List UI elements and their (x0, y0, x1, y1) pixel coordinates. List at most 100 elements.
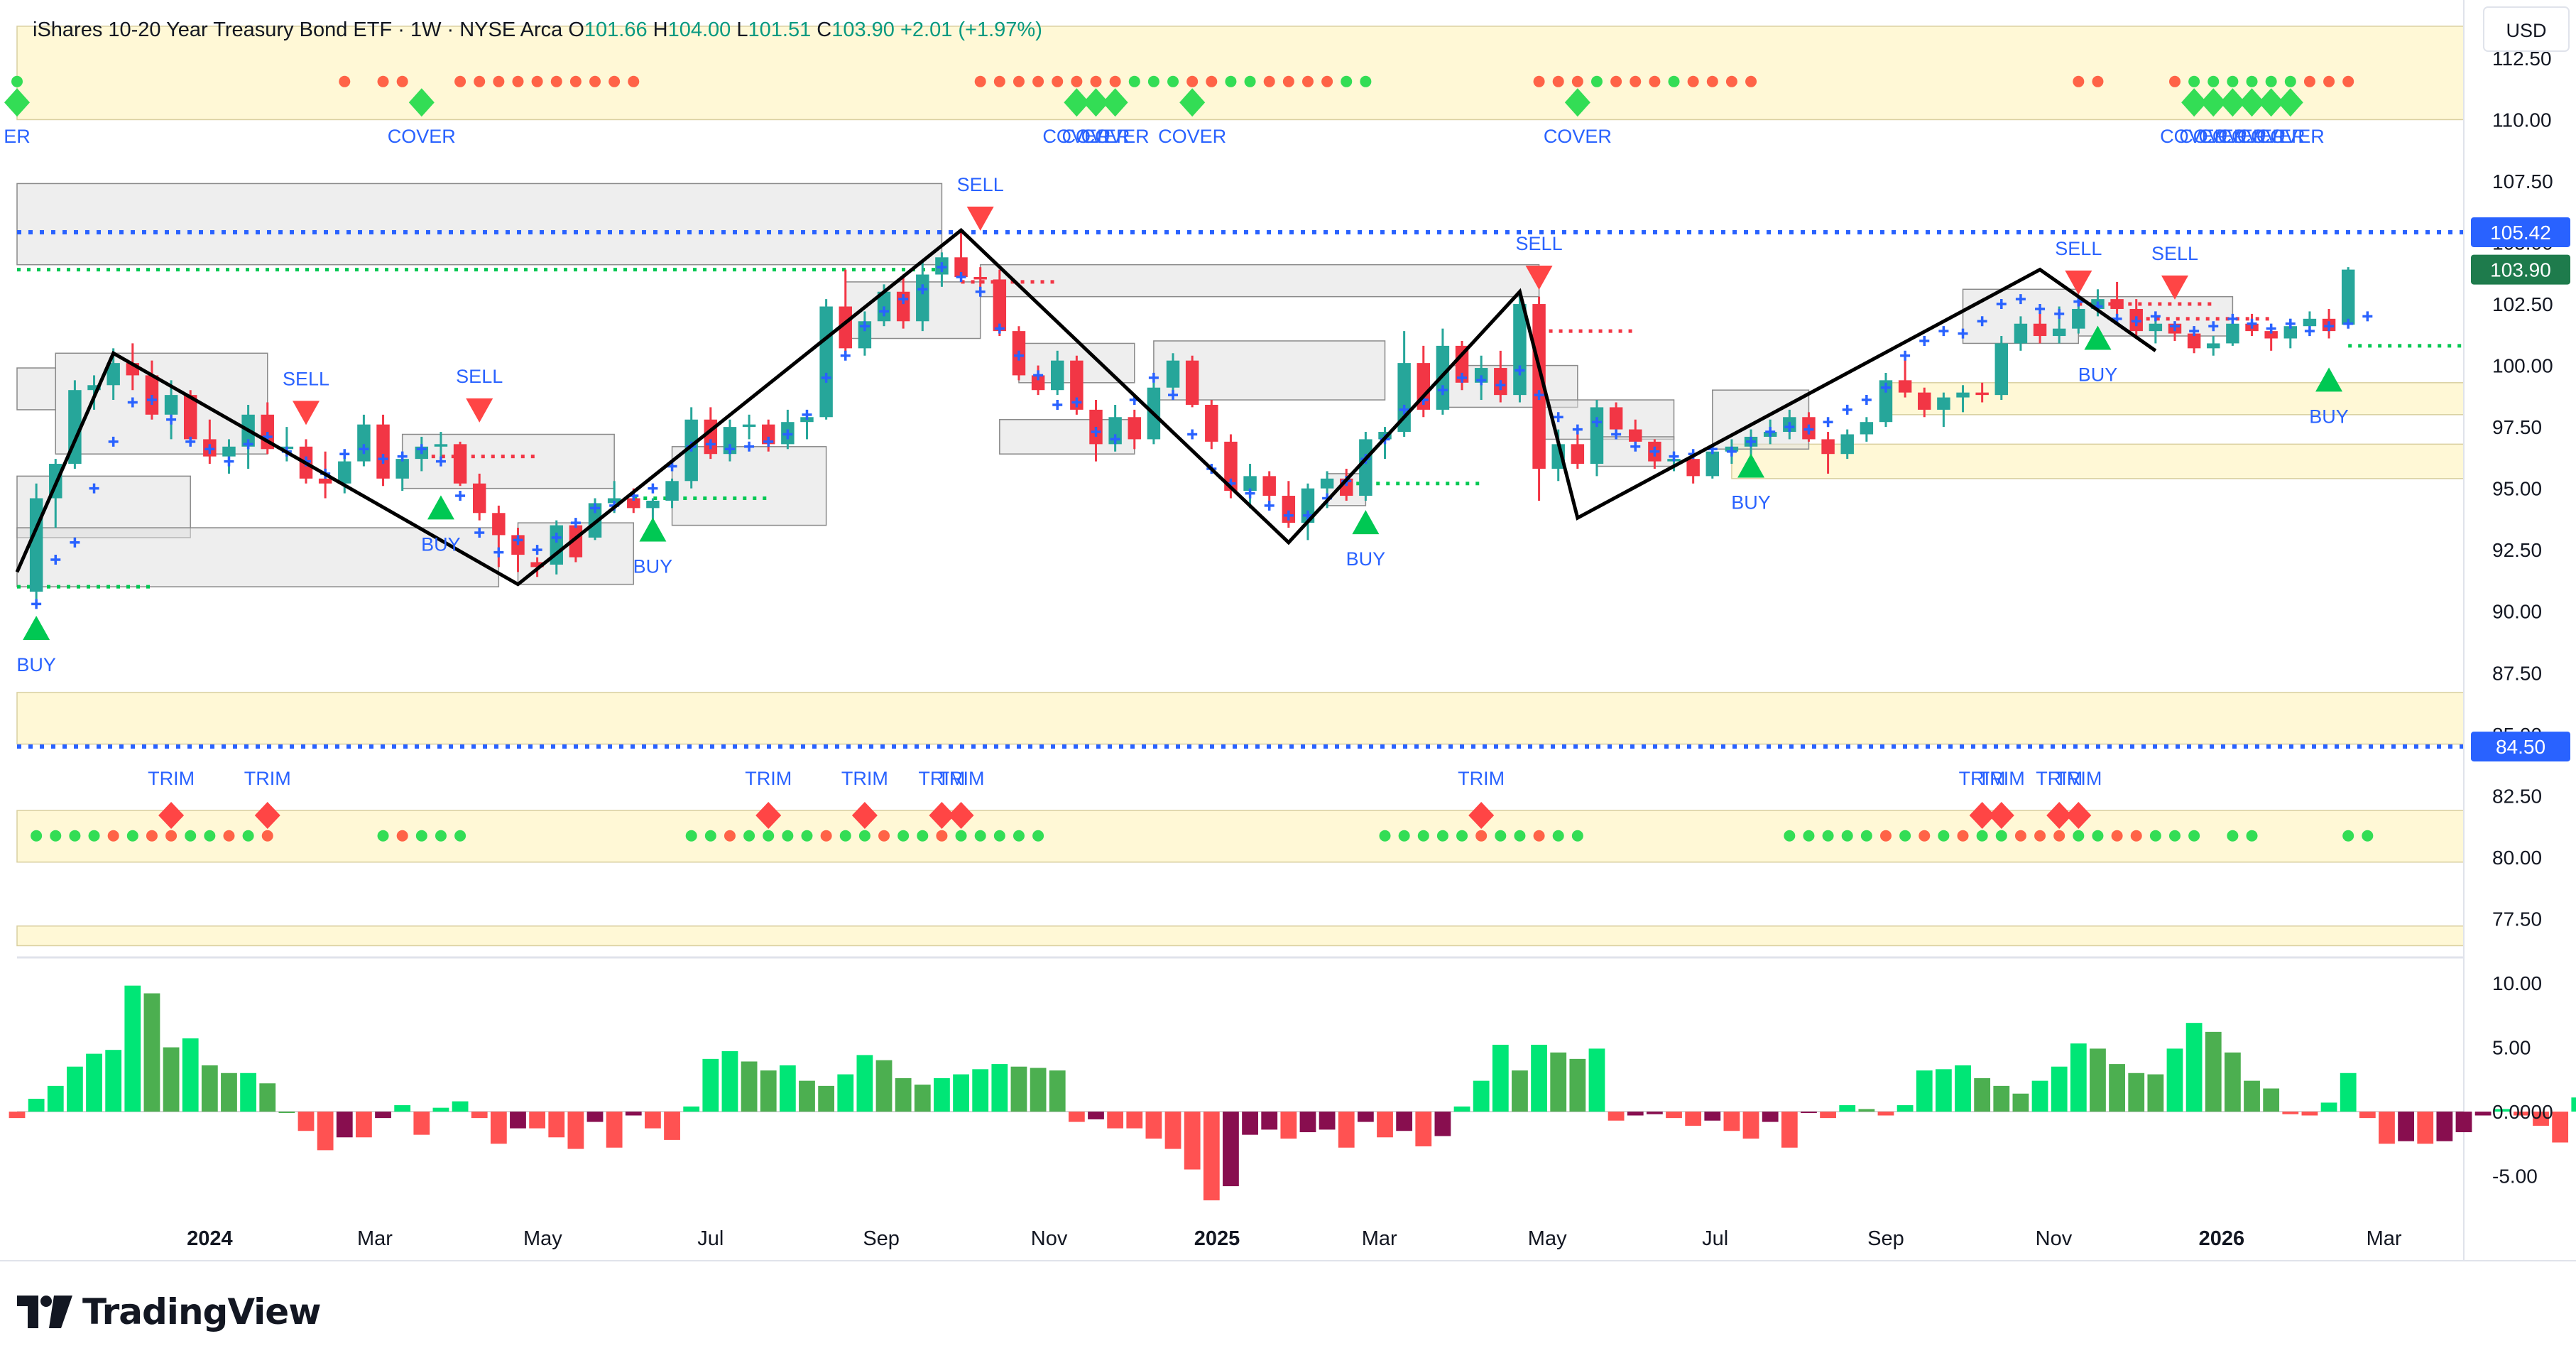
signal-dot (974, 830, 986, 842)
histogram-bar (2417, 1112, 2434, 1144)
candle-body (87, 385, 101, 391)
cover-label: COVER (2198, 126, 2266, 147)
signal-dot (1919, 830, 1931, 842)
support-zone (16, 925, 2465, 947)
cover-label: COVER (1544, 126, 1612, 147)
cover-label: COVER (1158, 126, 1226, 147)
signal-dot (704, 830, 716, 842)
candle (1205, 400, 1218, 450)
signal-dot (724, 830, 736, 842)
histogram-bar (163, 1047, 180, 1112)
histogram-bar (1742, 1112, 1759, 1139)
trend-cross-marker (1977, 316, 1987, 327)
candle (1417, 345, 1430, 418)
signal-dot (2168, 75, 2181, 87)
signal-dot (974, 75, 986, 87)
candle-body (1629, 429, 1642, 442)
trend-cross-marker (1900, 350, 1911, 361)
trend-cross-marker (917, 284, 928, 295)
range-box (16, 183, 943, 266)
trend-cross-marker (1803, 424, 1814, 435)
candle-body (1590, 407, 1604, 465)
header-part: iShares 10-20 Year Treasury Bond ETF · 1… (33, 18, 563, 41)
signal-dot (1957, 830, 1969, 842)
candle-body (318, 478, 332, 484)
candle (723, 419, 737, 462)
signal-dot (2188, 830, 2200, 842)
tradingview-logo[interactable]: TradingView (17, 1291, 321, 1332)
cover-diamond-icon (1083, 88, 1109, 117)
signal-dot (126, 830, 138, 842)
histogram-bar (2031, 1080, 2048, 1112)
zigzag-line (15, 227, 2157, 587)
histogram-bar (2340, 1073, 2357, 1112)
candle-body (222, 446, 236, 457)
buy-label: BUY (1346, 548, 1386, 570)
candle-body (1609, 407, 1623, 430)
signal-dot (782, 830, 794, 842)
support-zone (16, 692, 2465, 745)
price-tick-label: 107.50 (2492, 170, 2553, 192)
trend-cross-marker (204, 444, 215, 455)
signal-dot (2073, 75, 2085, 87)
signal-dot (743, 830, 755, 842)
trend-cross-marker (1052, 399, 1063, 410)
candle-body (1185, 360, 1199, 405)
support-zone (1885, 382, 2465, 416)
signal-dot (1706, 75, 1718, 87)
time-tick-label: Nov (1031, 1227, 1068, 1250)
trend-cross-marker (2150, 311, 2161, 322)
trend-cross-marker (1245, 488, 1255, 499)
signal-dot (396, 830, 408, 842)
histogram-bar (914, 1085, 931, 1112)
signal-dot (50, 830, 62, 842)
trend-cross-marker (648, 483, 658, 494)
trend-cross-marker (2247, 318, 2257, 329)
cover-label: COVER (1061, 126, 1130, 147)
cover-diamond-icon (1064, 88, 1090, 117)
buy-label: BUY (633, 555, 673, 577)
candle-body (1686, 459, 1700, 477)
candle (472, 473, 486, 521)
histogram-bar (1588, 1048, 1605, 1112)
candle-body (1108, 417, 1122, 445)
header-part: 104.00 (668, 18, 731, 41)
trend-cross-marker (397, 451, 408, 462)
histogram-bar (645, 1112, 661, 1129)
histogram-bar (2398, 1112, 2414, 1141)
time-tick-label: 2025 (1194, 1227, 1240, 1250)
price-chart-svg[interactable]: BUY BUY BUY BUY BUY BUY BUY SELL SELL SELL SELL SEL… (0, 0, 2576, 1278)
trend-cross-marker (2266, 323, 2276, 334)
signal-dot (1032, 75, 1044, 87)
trend-cross-marker (2343, 318, 2354, 329)
histogram-bar (452, 1101, 469, 1112)
histogram-bar (471, 1112, 488, 1119)
histogram-bar (1492, 1044, 1509, 1112)
histogram-bar (972, 1069, 989, 1112)
candle-body (492, 513, 506, 536)
price-tick-label: 100.00 (2492, 355, 2553, 377)
signal-dot (1571, 830, 1583, 842)
signal-dot (1784, 830, 1796, 842)
chart[interactable]: BUY BUY BUY BUY BUY BUY BUY SELL SELL SELL SELL SEL… (0, 0, 2576, 1282)
histogram-bar (2359, 1112, 2376, 1119)
trend-cross-marker (2015, 294, 2026, 305)
histogram-bar (625, 1112, 642, 1116)
signal-dot (2092, 75, 2104, 87)
histogram-bar (1030, 1068, 1047, 1112)
signal-dot (1206, 75, 1218, 87)
histogram-bar (490, 1112, 507, 1144)
histogram-bar (779, 1065, 796, 1112)
candle (916, 262, 929, 332)
time-tick-label: 2026 (2199, 1227, 2245, 1250)
signal-dot (1552, 830, 1564, 842)
histogram-bar (2051, 1066, 2068, 1112)
trend-cross-marker (1842, 404, 1852, 415)
signal-dot (1167, 75, 1179, 87)
candle (2341, 267, 2355, 329)
histogram-bar (1569, 1058, 1586, 1112)
signal-dot (1263, 75, 1275, 87)
candle-body (1532, 304, 1546, 469)
candle-body (29, 498, 43, 592)
histogram-bar (529, 1112, 546, 1129)
